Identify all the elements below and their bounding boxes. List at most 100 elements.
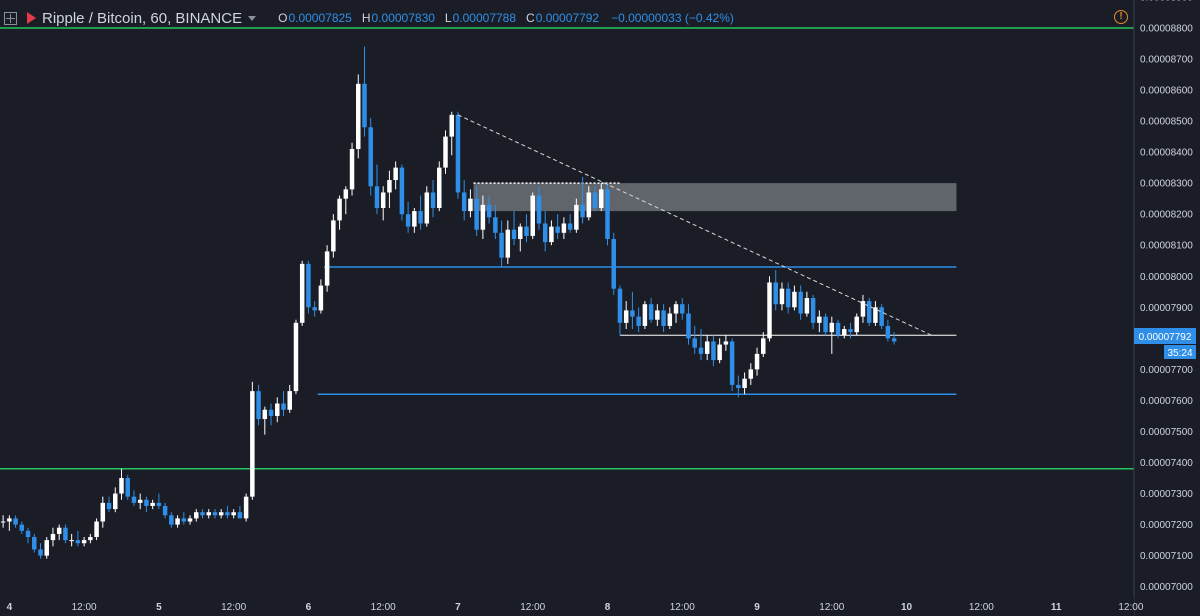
candle[interactable] [194,509,199,522]
candle[interactable] [88,533,93,544]
candle[interactable] [493,204,498,240]
candle[interactable] [817,310,822,333]
candle[interactable] [69,533,74,547]
descending-trendline[interactable] [457,114,932,336]
candle[interactable] [518,223,523,252]
candle[interactable] [480,195,486,240]
candle[interactable] [50,527,56,547]
candle[interactable] [418,195,423,230]
candle[interactable] [692,325,697,354]
candle[interactable] [299,260,305,326]
candle[interactable] [879,304,884,330]
warning-icon[interactable]: ! [1114,10,1128,24]
candle[interactable] [13,515,18,528]
candle[interactable] [281,391,286,416]
candle[interactable] [891,332,897,345]
candle[interactable] [848,322,853,339]
candle[interactable] [44,537,49,559]
candle[interactable] [636,307,641,333]
candle[interactable] [206,509,211,519]
candle[interactable] [617,285,623,336]
candle[interactable] [711,335,716,367]
candle[interactable] [331,214,336,258]
flag-icon[interactable] [27,12,36,24]
candle[interactable] [561,217,567,240]
candle[interactable] [779,282,785,311]
candle[interactable] [599,183,604,212]
candle[interactable] [399,164,405,221]
candle[interactable] [785,282,791,314]
candle[interactable] [661,304,666,333]
candle[interactable] [437,161,442,212]
candle[interactable] [680,298,685,320]
candle[interactable] [686,304,691,345]
candle[interactable] [605,183,610,246]
expand-icon[interactable] [4,11,17,25]
candle[interactable] [200,509,205,519]
candle[interactable] [767,276,772,342]
candle[interactable] [461,180,467,221]
candle[interactable] [393,161,398,190]
candle[interactable] [7,515,12,531]
candle[interactable] [829,316,835,354]
candle[interactable] [237,505,243,519]
candle[interactable] [511,211,517,246]
candle[interactable] [38,543,43,559]
candle[interactable] [673,301,679,323]
candle[interactable] [455,111,461,199]
candle[interactable] [810,294,816,330]
candle[interactable] [574,198,579,233]
candle[interactable] [131,490,137,506]
candle[interactable] [567,214,573,233]
candle[interactable] [225,505,230,519]
candle[interactable] [169,512,174,528]
candle[interactable] [736,375,741,398]
candle[interactable] [642,301,648,330]
candle[interactable] [866,298,872,326]
candle[interactable] [343,186,349,215]
candle[interactable] [187,515,193,525]
candle[interactable] [144,496,149,513]
candle[interactable] [580,176,585,224]
chevron-down-icon[interactable] [248,15,257,21]
candle[interactable] [854,313,859,336]
candle[interactable] [256,384,261,426]
candle[interactable] [499,220,504,267]
candle[interactable] [655,304,660,326]
candle[interactable] [125,474,130,500]
candle[interactable] [823,313,828,336]
candle[interactable] [717,338,722,364]
candle[interactable] [592,186,598,212]
candle[interactable] [150,499,155,510]
candle[interactable] [63,524,68,544]
candle[interactable] [505,220,511,264]
candle[interactable] [32,533,37,553]
candle[interactable] [156,493,162,510]
candle[interactable] [474,186,479,236]
candle[interactable] [162,502,168,519]
candle[interactable] [212,509,218,519]
candle[interactable] [387,170,392,208]
candle[interactable] [268,403,274,426]
candle[interactable] [412,207,417,233]
candle[interactable] [19,521,25,534]
candle[interactable] [250,381,255,500]
candle[interactable] [337,195,342,230]
symbol-title[interactable]: Ripple / Bitcoin, 60, BINANCE [42,9,243,27]
candle[interactable] [218,509,224,519]
candle[interactable] [81,537,87,547]
candle[interactable] [306,260,311,314]
candle[interactable] [860,294,866,323]
candle[interactable] [368,117,373,196]
candle[interactable] [318,279,324,314]
price-axis-panel[interactable] [1134,0,1200,616]
candle[interactable] [611,232,616,295]
candle[interactable] [94,518,99,541]
candle[interactable] [231,509,236,519]
candle[interactable] [885,319,891,342]
candle[interactable] [56,524,62,541]
candle[interactable] [324,245,330,292]
candle[interactable] [468,189,473,218]
candle[interactable] [424,186,430,227]
